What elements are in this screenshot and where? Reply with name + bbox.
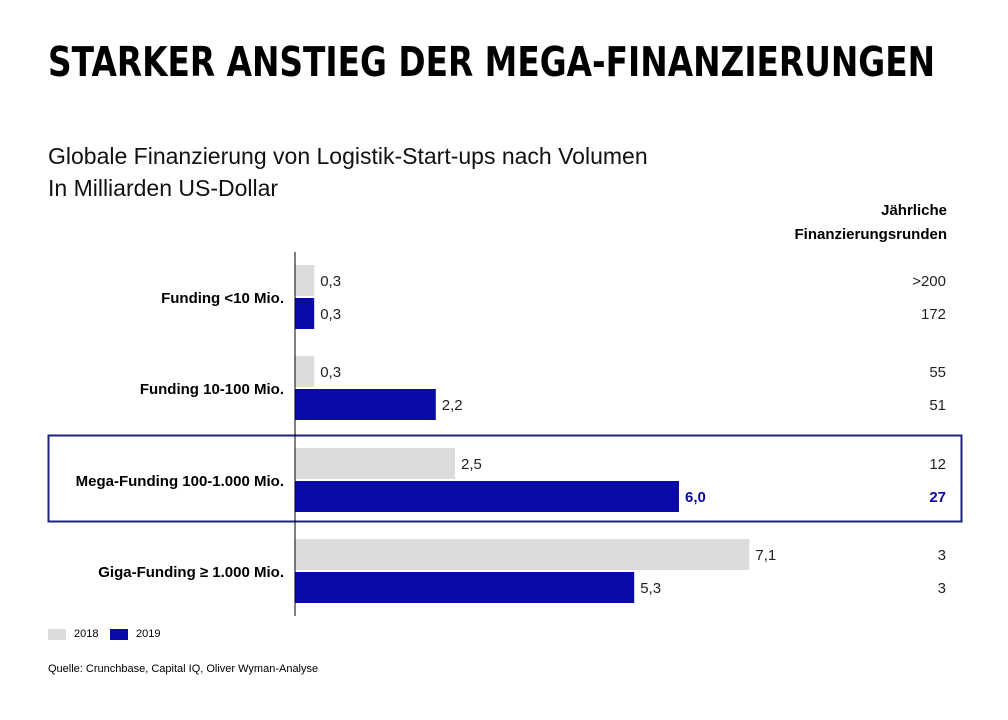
page-title: STARKER ANSTIEG DER MEGA-FINANZIERUNGEN — [48, 38, 936, 86]
bar-2019 — [295, 481, 679, 512]
rounds-value-2019: 27 — [929, 489, 946, 506]
data-label-2018: 0,3 — [320, 364, 341, 381]
chart-subtitle: Globale Finanzierung von Logistik-Start-… — [48, 143, 648, 169]
data-label-2018: 2,5 — [461, 456, 482, 473]
rounds-value-2019: 3 — [938, 580, 946, 597]
rounds-value-2019: 51 — [929, 397, 946, 414]
data-label-2018: 0,3 — [320, 273, 341, 290]
legend-item-2018: 2018 — [48, 628, 98, 640]
data-label-2019: 6,0 — [685, 489, 706, 506]
legend-swatch-2018 — [48, 628, 66, 640]
category-label: Giga-Funding ≥ 1.000 Mio. — [98, 564, 284, 581]
category-label: Funding <10 Mio. — [161, 290, 284, 307]
bar-2018 — [295, 539, 750, 570]
unit-label: In Milliarden US-Dollar — [48, 175, 279, 201]
bar-2019 — [295, 572, 635, 603]
category-label: Funding 10-100 Mio. — [140, 381, 284, 398]
data-label-2019: 5,3 — [640, 580, 661, 597]
legend-swatch-2019 — [110, 628, 128, 640]
rounds-header-line-2: Finanzierungsrunden — [794, 226, 947, 243]
source-note: Quelle: Crunchbase, Capital IQ, Oliver W… — [48, 663, 319, 675]
bar-2018 — [295, 448, 455, 479]
bar-2018 — [295, 356, 315, 387]
legend-label-2018: 2018 — [74, 628, 99, 640]
rounds-value-2018: 3 — [938, 547, 946, 564]
rounds-value-2018: 55 — [929, 364, 946, 381]
rounds-value-2018: 12 — [929, 456, 946, 473]
data-label-2019: 0,3 — [320, 306, 341, 323]
bar-2019 — [295, 298, 315, 329]
category-label: Mega-Funding 100-1.000 Mio. — [76, 473, 284, 490]
highlight-box — [47, 434, 963, 523]
legend-item-2019: 2019 — [110, 628, 160, 640]
legend-label-2019: 2019 — [136, 628, 161, 640]
bar-2018 — [295, 265, 315, 296]
data-label-2019: 2,2 — [442, 397, 463, 414]
rounds-value-2019: 172 — [921, 306, 946, 323]
rounds-value-2018: >200 — [912, 273, 946, 290]
bar-2019 — [295, 389, 436, 420]
rounds-header-line-1: Jährliche — [881, 202, 947, 219]
data-label-2018: 7,1 — [755, 547, 776, 564]
